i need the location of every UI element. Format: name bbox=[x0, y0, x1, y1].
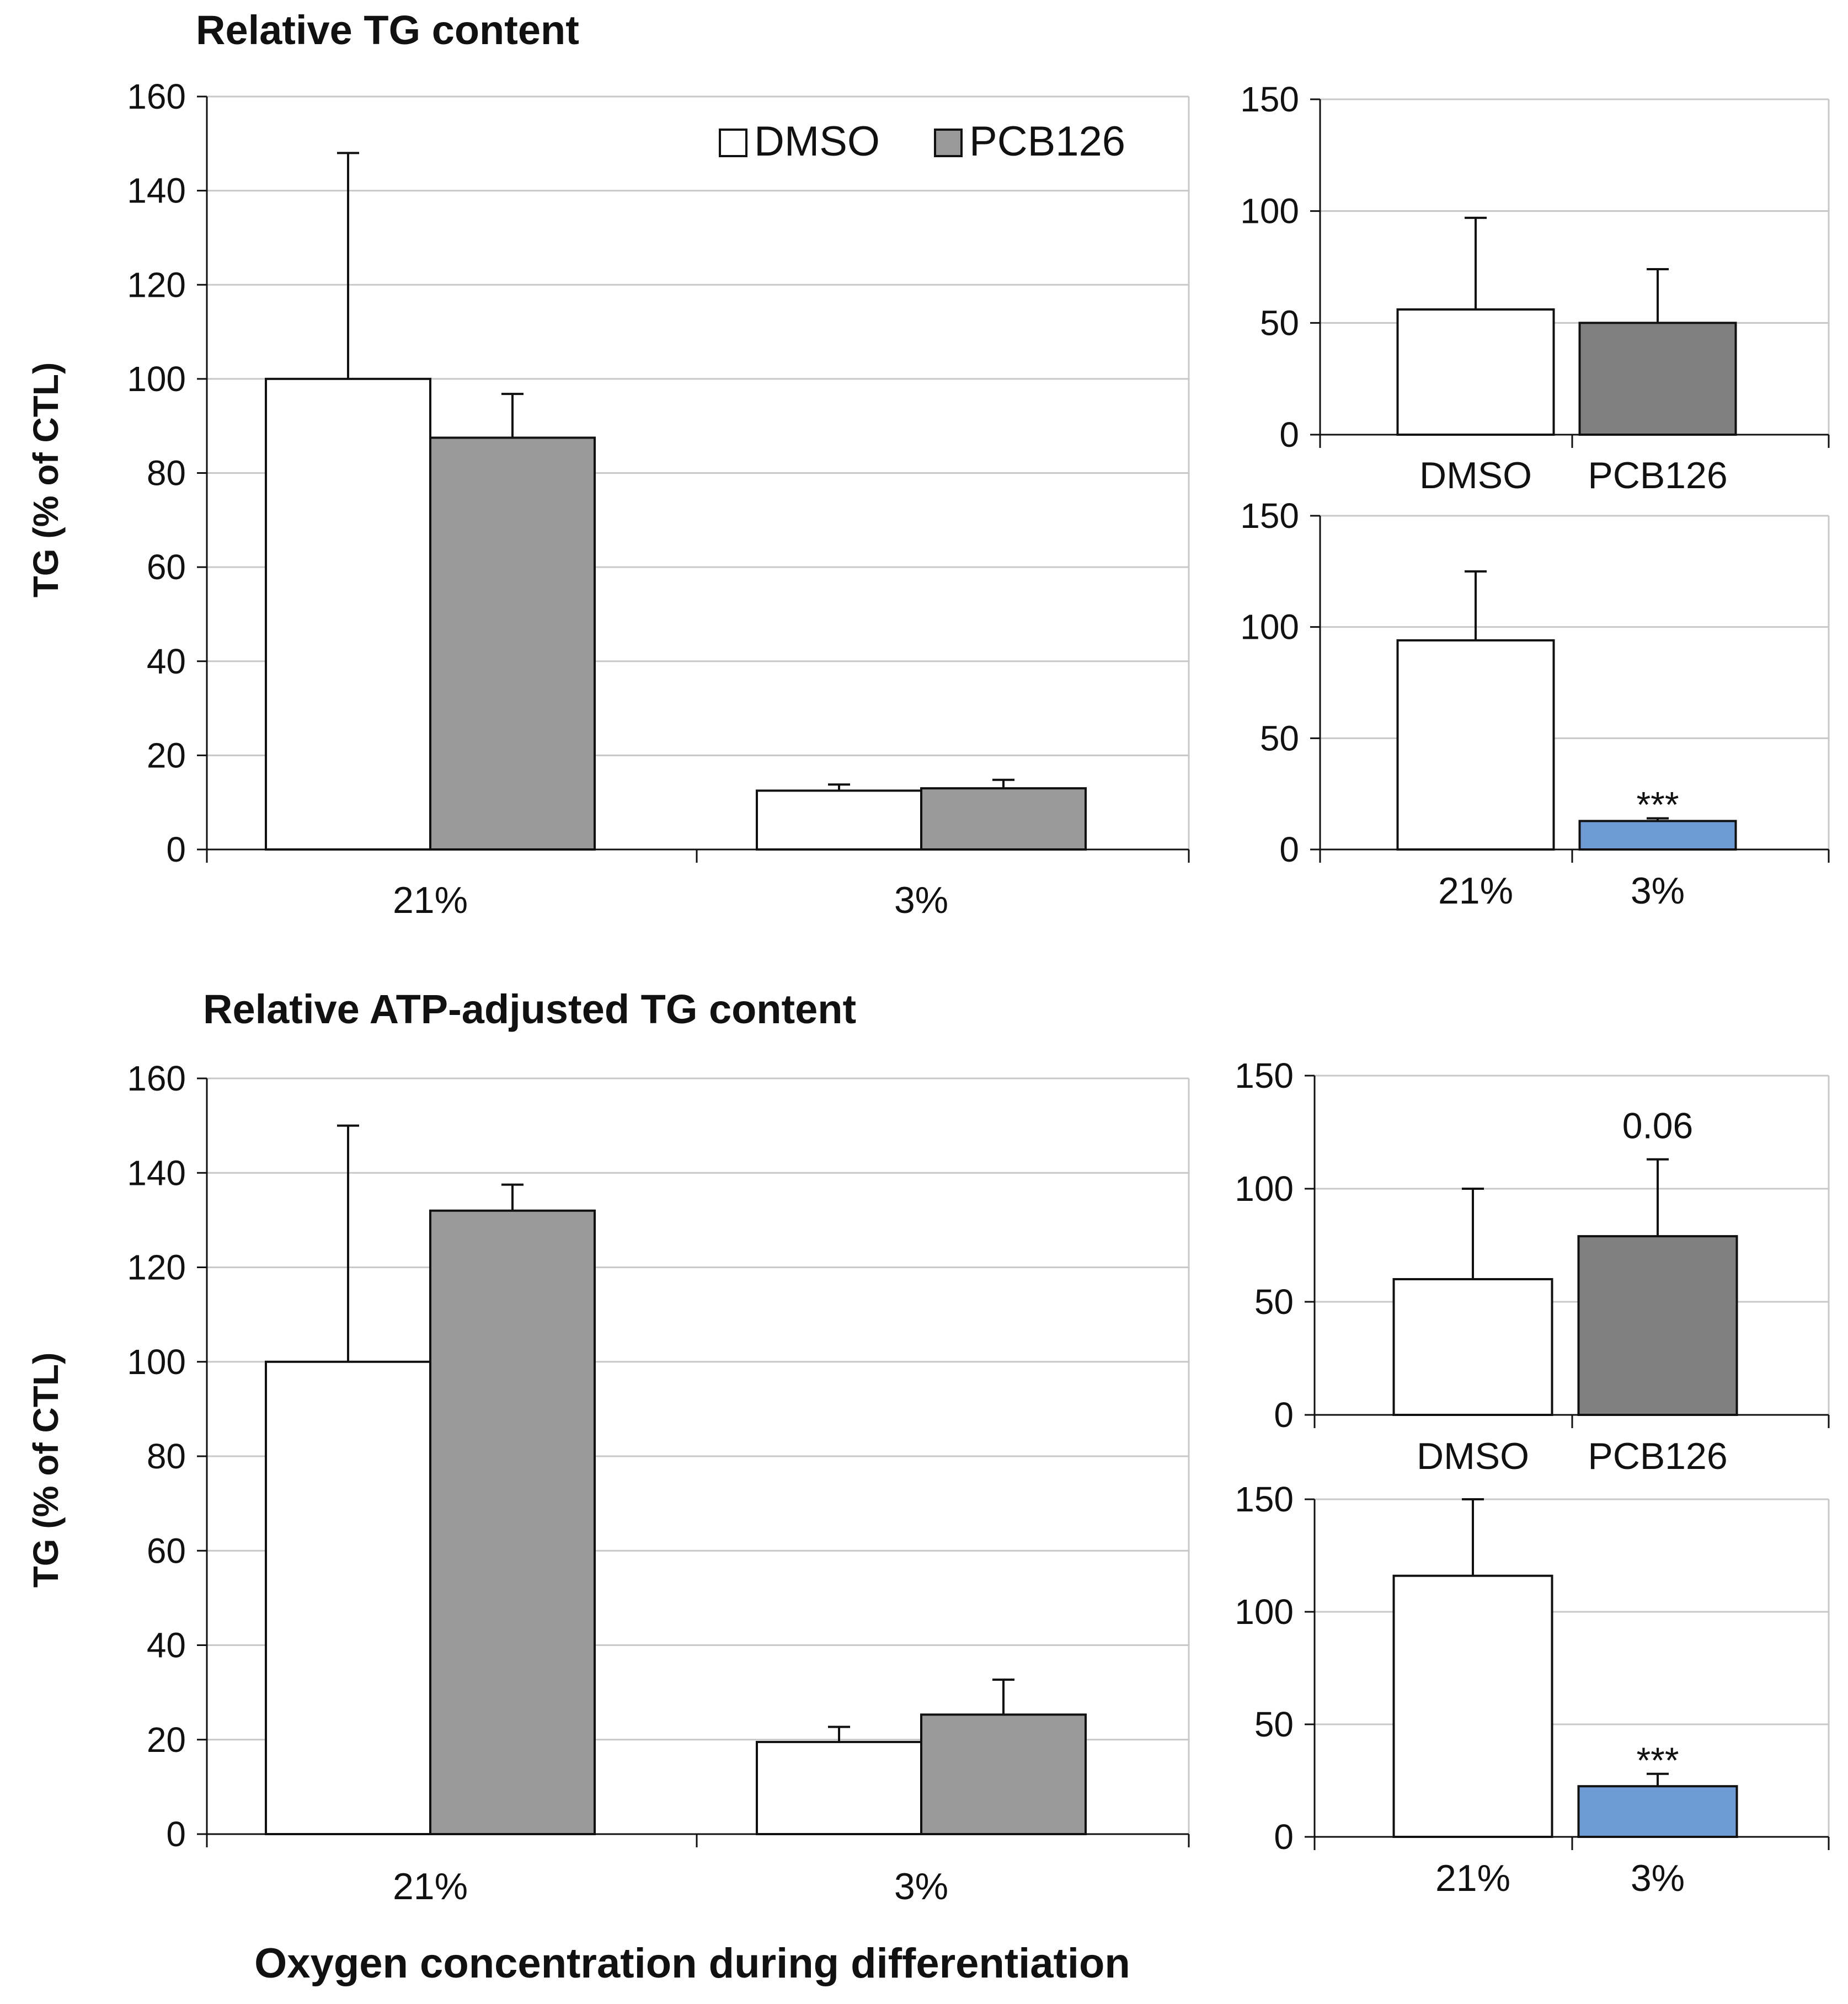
b-inset-oxygen-category-label: 21% bbox=[1435, 1857, 1510, 1899]
b-inset-treatment-y-tick-label: 50 bbox=[1254, 1282, 1294, 1322]
legend-swatch-dmso bbox=[719, 129, 747, 157]
b-category-label: 3% bbox=[894, 1866, 948, 1907]
b-y-tick-label: 140 bbox=[127, 1153, 186, 1193]
b-pcb126-bar bbox=[920, 1713, 1087, 1835]
bottom-chart-title: Relative ATP-adjusted TG content bbox=[203, 986, 856, 1032]
b-inset-treatment-y-tick-label: 150 bbox=[1235, 1056, 1294, 1095]
b-inset-oxygen-y-tick-label: 0 bbox=[1274, 1817, 1294, 1857]
a-inset-oxygen-3pct-bar bbox=[1578, 820, 1737, 851]
b-y-tick-label: 0 bbox=[166, 1814, 186, 1854]
b-category-label: 21% bbox=[393, 1866, 468, 1907]
b-inset-treatment-category-label: PCB126 bbox=[1588, 1435, 1727, 1477]
b-inset-oxygen-significance-label: *** bbox=[1636, 1740, 1679, 1781]
a-dmso-bar bbox=[265, 377, 431, 851]
a-inset-oxygen-21pct-bar bbox=[1396, 639, 1555, 851]
b-y-tick-label: 40 bbox=[147, 1626, 186, 1665]
a-category-label: 3% bbox=[894, 879, 948, 921]
a-y-tick-label: 60 bbox=[147, 547, 186, 587]
a-inset-treatment-category-label: PCB126 bbox=[1588, 455, 1727, 496]
a-y-tick-label: 120 bbox=[127, 265, 186, 304]
b-y-tick-label: 100 bbox=[127, 1342, 186, 1382]
b-inset-oxygen-y-tick-label: 150 bbox=[1235, 1479, 1294, 1519]
a-inset-treatment-pcb126-bar bbox=[1578, 322, 1737, 436]
bottom-y-axis-label: TG (% of CTL) bbox=[26, 1353, 66, 1588]
a-inset-treatment-y-tick-label: 100 bbox=[1240, 191, 1299, 231]
b-y-tick-label: 60 bbox=[147, 1531, 186, 1570]
b-inset-treatment-category-label: DMSO bbox=[1417, 1435, 1529, 1477]
a-pcb126-bar bbox=[920, 787, 1087, 851]
a-y-tick-label: 140 bbox=[127, 171, 186, 211]
a-inset-oxygen-y-tick-label: 150 bbox=[1240, 496, 1299, 536]
a-y-tick-label: 0 bbox=[166, 830, 186, 869]
b-y-tick-label: 120 bbox=[127, 1248, 186, 1287]
b-y-tick-label: 20 bbox=[147, 1720, 186, 1760]
legend-swatch-pcb126 bbox=[934, 129, 963, 157]
a-y-tick-label: 20 bbox=[147, 735, 186, 775]
a-dmso-bar bbox=[756, 789, 922, 851]
b-inset-oxygen-y-tick-label: 100 bbox=[1235, 1592, 1294, 1632]
top-chart-title: Relative TG content bbox=[196, 7, 579, 53]
a-inset-treatment-y-tick-label: 150 bbox=[1240, 79, 1299, 119]
a-inset-oxygen-y-tick-label: 0 bbox=[1279, 830, 1299, 869]
a-inset-oxygen-y-tick-label: 50 bbox=[1260, 718, 1299, 758]
a-pcb126-bar bbox=[429, 436, 596, 851]
b-inset-treatment-y-tick-label: 0 bbox=[1274, 1395, 1294, 1435]
a-inset-oxygen-category-label: 3% bbox=[1631, 870, 1685, 912]
a-category-label: 21% bbox=[393, 879, 468, 921]
b-y-tick-label: 160 bbox=[127, 1059, 186, 1098]
b-inset-oxygen-y-tick-label: 50 bbox=[1254, 1704, 1294, 1744]
b-inset-treatment-pcb126-bar bbox=[1577, 1235, 1738, 1417]
b-inset-treatment-significance-label: 0.06 bbox=[1622, 1105, 1693, 1146]
x-axis-label: Oxygen concentration during differentiat… bbox=[254, 1940, 1130, 1987]
b-pcb126-bar bbox=[429, 1209, 596, 1835]
a-inset-treatment-category-label: DMSO bbox=[1419, 455, 1532, 496]
a-inset-treatment-y-tick-label: 50 bbox=[1260, 303, 1299, 343]
b-dmso-bar bbox=[265, 1360, 431, 1835]
a-y-tick-label: 100 bbox=[127, 359, 186, 399]
a-inset-treatment-y-tick-label: 0 bbox=[1279, 415, 1299, 455]
b-dmso-bar bbox=[756, 1741, 922, 1835]
b-inset-oxygen-category-label: 3% bbox=[1631, 1857, 1685, 1899]
a-inset-oxygen-significance-label: *** bbox=[1636, 784, 1679, 825]
b-inset-treatment-y-tick-label: 100 bbox=[1235, 1169, 1294, 1209]
a-y-tick-label: 40 bbox=[147, 642, 186, 681]
b-y-tick-label: 80 bbox=[147, 1436, 186, 1476]
a-inset-oxygen-y-tick-label: 100 bbox=[1240, 607, 1299, 647]
b-inset-oxygen-3pct-bar bbox=[1577, 1785, 1738, 1838]
legend-label-pcb126: PCB126 bbox=[969, 118, 1125, 165]
top-y-axis-label: TG (% of CTL) bbox=[26, 362, 66, 598]
b-inset-treatment-dmso-bar bbox=[1392, 1278, 1553, 1416]
a-y-tick-label: 80 bbox=[147, 453, 186, 493]
a-inset-treatment-dmso-bar bbox=[1396, 308, 1555, 436]
b-inset-oxygen-21pct-bar bbox=[1392, 1574, 1553, 1838]
a-inset-oxygen-category-label: 21% bbox=[1438, 870, 1513, 912]
a-y-tick-label: 160 bbox=[127, 77, 186, 116]
legend-label-dmso: DMSO bbox=[754, 118, 880, 165]
